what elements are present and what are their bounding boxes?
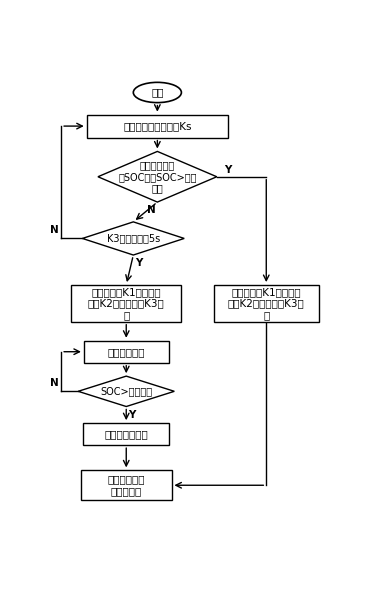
FancyBboxPatch shape [71,285,181,322]
FancyBboxPatch shape [81,470,172,500]
FancyBboxPatch shape [87,115,228,138]
Text: N: N [147,205,156,215]
Text: 启动结束，进
入正常工作: 启动结束，进 入正常工作 [108,474,145,496]
Text: 主正继电器K1、主负继
电器K2、电源开关K3闭
合: 主正继电器K1、主负继 电器K2、电源开关K3闭 合 [228,287,305,320]
Text: Y: Y [128,410,135,420]
Text: K3闭合时间＞5s: K3闭合时间＞5s [107,233,160,243]
Ellipse shape [133,83,181,103]
Text: 停发送充电指令: 停发送充电指令 [104,429,148,439]
Text: N: N [50,225,58,235]
Text: Y: Y [224,165,232,175]
Text: 发送充电指令: 发送充电指令 [108,347,145,357]
FancyBboxPatch shape [83,423,169,445]
Text: SOC>过放阈值: SOC>过放阈值 [100,386,152,396]
Text: Y: Y [135,258,143,269]
FancyBboxPatch shape [84,341,169,363]
Polygon shape [98,151,217,202]
Text: N: N [50,378,58,388]
Text: 主正继电器K1、主负继
电器K2、电源开关K3闭
合: 主正继电器K1、主负继 电器K2、电源开关K3闭 合 [88,287,165,320]
Text: 手动按下冷启动按钮Ks: 手动按下冷启动按钮Ks [123,121,192,131]
Text: 开始: 开始 [151,87,164,97]
Polygon shape [82,222,184,255]
Polygon shape [78,376,174,407]
FancyBboxPatch shape [214,285,319,322]
Text: 检测电池电量
（SOC），SOC>过放
阈值: 检测电池电量 （SOC），SOC>过放 阈值 [118,160,197,193]
